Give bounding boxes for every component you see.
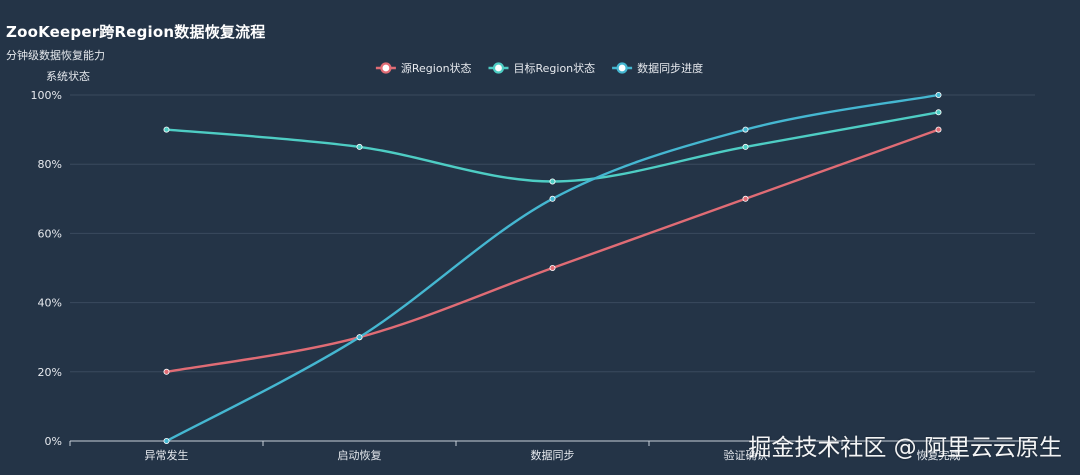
y-tick-label: 40% (38, 297, 62, 310)
watermark: 掘金技术社区 @ 阿里云云原生 (748, 435, 1062, 461)
series-lines (163, 92, 942, 444)
y-tick-label: 60% (38, 227, 62, 240)
series-2 (163, 109, 942, 185)
data-point[interactable] (356, 334, 363, 341)
legend-label: 源Region状态 (401, 61, 472, 75)
data-point[interactable] (742, 143, 749, 150)
legend[interactable]: 源Region状态 目标Region状态 数据同步进度 (375, 61, 703, 75)
axes: 0% 20% 40% 60% 80% 100% 异常发生 启动恢复 数据同步 验证确认 恢复完成 (31, 89, 1036, 462)
chart-subtitle: 分钟级数据恢复能力 (6, 49, 105, 62)
x-tick-label: 启动恢复 (338, 448, 382, 462)
data-point[interactable] (163, 126, 170, 133)
legend-label: 数据同步进度 (637, 61, 703, 75)
data-point[interactable] (549, 195, 556, 202)
y-axis-label: 系统状态 (46, 70, 90, 83)
y-tick-label: 0% (45, 435, 62, 448)
legend-item[interactable]: 源Region状态 (375, 61, 472, 75)
data-point[interactable] (935, 109, 942, 116)
data-point[interactable] (935, 92, 942, 99)
data-point[interactable] (549, 264, 556, 271)
legend-marker (380, 62, 392, 74)
data-point[interactable] (935, 126, 942, 133)
x-tick-label: 验证确认 (724, 448, 768, 462)
y-tick-label: 20% (38, 366, 62, 379)
legend-item[interactable]: 目标Region状态 (488, 61, 596, 75)
grid-lines (70, 94, 1035, 373)
data-point[interactable] (742, 126, 749, 133)
series-3 (163, 92, 942, 444)
legend-marker (616, 62, 628, 74)
legend-item[interactable]: 数据同步进度 (612, 61, 703, 75)
y-tick-label: 100% (31, 89, 62, 102)
data-point[interactable] (549, 178, 556, 185)
x-tick-label: 异常发生 (145, 448, 189, 462)
series-line (166, 128, 939, 373)
legend-label: 目标Region状态 (514, 61, 596, 75)
legend-marker (492, 62, 505, 74)
x-tick-label: 数据同步 (531, 448, 575, 462)
data-point[interactable] (356, 143, 363, 150)
y-tick-label: 80% (38, 158, 62, 171)
data-point[interactable] (163, 437, 170, 444)
data-point[interactable] (742, 195, 749, 202)
x-tick-label: 恢复完成 (917, 448, 961, 462)
chart-title: ZooKeeper跨Region数据恢复流程 (6, 23, 266, 41)
data-point[interactable] (163, 368, 170, 375)
